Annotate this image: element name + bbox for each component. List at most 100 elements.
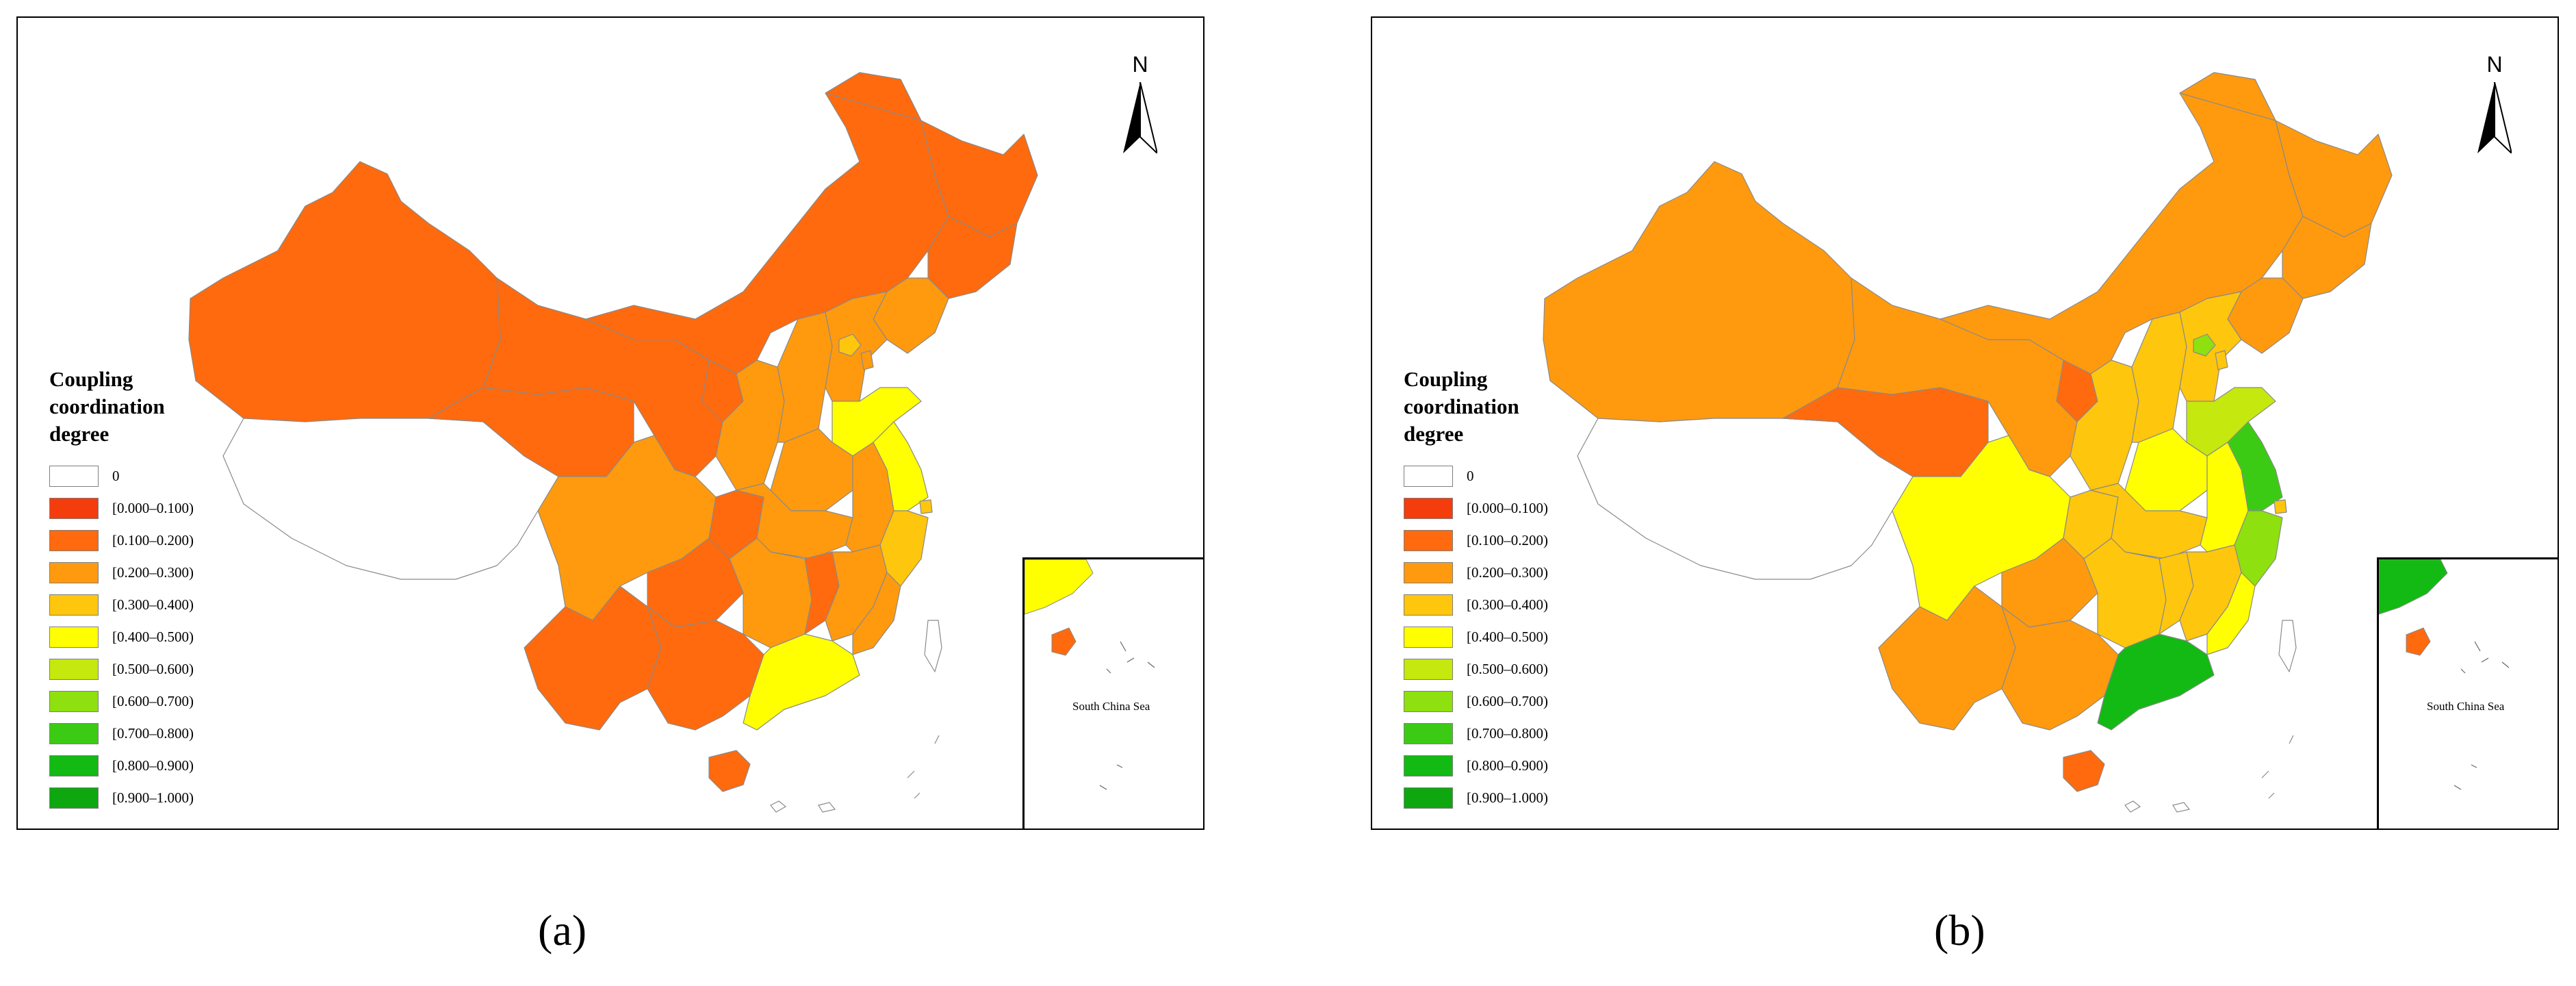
caption-b: (b): [1934, 906, 1985, 955]
legend-swatch: [49, 627, 99, 648]
region-guangdong: [743, 633, 860, 731]
legend-swatch: [1404, 562, 1453, 583]
region-heilongjiang: [2179, 72, 2393, 238]
legend-swatch: [1404, 755, 1453, 776]
legend-item: [0.600–0.700): [1404, 685, 1623, 718]
china-map: [1543, 72, 2393, 813]
inset-hainan: [2406, 627, 2431, 656]
region-guangxi: [2001, 606, 2119, 731]
legend-item: [0.500–0.600): [1404, 653, 1623, 685]
legend-swatch: [49, 723, 99, 744]
legend-item: [0.800–0.900): [1404, 750, 1623, 782]
legend-label: [0.500–0.600): [1467, 661, 1548, 677]
legend-item: [0.100–0.200): [1404, 524, 1623, 557]
map-panel-a: N Coupling coordination degree 0 [0.000–0…: [16, 16, 1205, 830]
inset-label: South China Sea: [2427, 700, 2505, 713]
region-jiangsu: [873, 421, 929, 511]
legend-swatch: [49, 691, 99, 712]
inset-label: South China Sea: [1072, 700, 1150, 713]
legend-title: Coupling coordination degree: [49, 367, 165, 446]
legend-swatch: [49, 466, 99, 487]
south-china-sea-inset: South China Sea: [1022, 557, 1203, 829]
legend-swatch: [1404, 723, 1453, 744]
legend-label: [0.200–0.300): [1467, 564, 1548, 581]
legend-swatch: [49, 562, 99, 583]
legend-item: [0.900–1.000): [49, 782, 268, 814]
north-label: N: [1132, 52, 1148, 77]
legend-item: [0.000–0.100): [1404, 492, 1623, 524]
legend-label: [0.300–0.400): [1467, 596, 1548, 613]
legend-swatch: [1404, 659, 1453, 680]
region-shanghai: [919, 499, 933, 514]
region-tibet: [222, 418, 559, 580]
legend-label: [0.600–0.700): [112, 693, 194, 709]
legend-swatch: [1404, 498, 1453, 519]
north-arrow: N: [2474, 52, 2515, 155]
region-shanxi: [2131, 312, 2187, 443]
north-label: N: [2486, 52, 2503, 77]
legend-item: [0.600–0.700): [49, 685, 268, 718]
region-fujian: [2206, 572, 2256, 655]
legend-label: [0.900–1.000): [1467, 789, 1548, 806]
region-jiangsu: [2227, 421, 2283, 511]
legend-swatch: [49, 530, 99, 551]
legend-items: 0 [0.000–0.100) [0.100–0.200) [0.200–0.300)…: [1404, 460, 1623, 814]
legend: Coupling coordination degree 0 [0.000–0.1…: [1404, 366, 1623, 814]
legend-item: [0.000–0.100): [49, 492, 268, 524]
region-shanxi: [777, 312, 833, 443]
legend-item: [0.700–0.800): [1404, 718, 1623, 750]
region-fujian: [852, 572, 901, 655]
south-china-sea-inset: South China Sea: [2377, 557, 2558, 829]
legend-item: [0.300–0.400): [49, 589, 268, 621]
legend-swatch: [1404, 787, 1453, 809]
legend-item: [0.700–0.800): [49, 718, 268, 750]
legend-label: 0: [1467, 468, 1474, 484]
legend: Coupling coordination degree 0 [0.000–0.1…: [49, 366, 268, 814]
legend-swatch: [1404, 691, 1453, 712]
inset-coast-guangdong: [1025, 559, 1094, 615]
region-taiwan: [924, 620, 942, 672]
map-panel-b: N Coupling coordination degree 0 [0.000–0…: [1371, 16, 2559, 830]
region-taiwan: [2278, 620, 2297, 672]
legend-item: [0.300–0.400): [1404, 589, 1623, 621]
region-beijing: [2193, 333, 2216, 357]
legend-swatch: [1404, 466, 1453, 487]
legend-label: 0: [112, 468, 120, 484]
legend-item: 0: [1404, 460, 1623, 492]
region-beijing: [838, 333, 862, 357]
legend-swatch: [49, 498, 99, 519]
legend-label: [0.400–0.500): [112, 629, 194, 645]
legend-label: [0.800–0.900): [1467, 757, 1548, 774]
legend-items: 0 [0.000–0.100) [0.100–0.200) [0.200–0.300)…: [49, 460, 268, 814]
legend-title: Coupling coordination degree: [1404, 367, 1519, 446]
region-hainan: [2063, 750, 2105, 792]
legend-swatch: [49, 659, 99, 680]
legend-swatch: [1404, 530, 1453, 551]
legend-item: [0.200–0.300): [1404, 557, 1623, 589]
legend-label: [0.000–0.100): [1467, 500, 1548, 516]
region-shanghai: [2274, 499, 2287, 514]
caption-a: (a): [538, 906, 587, 955]
legend-item: [0.400–0.500): [1404, 621, 1623, 653]
legend-label: [0.400–0.500): [1467, 629, 1548, 645]
inset-hainan: [1051, 627, 1077, 656]
legend-item: [0.200–0.300): [49, 557, 268, 589]
region-guangdong: [2097, 633, 2215, 731]
legend-label: [0.700–0.800): [1467, 725, 1548, 742]
region-tianjin: [860, 350, 874, 370]
legend-label: [0.700–0.800): [112, 725, 194, 742]
legend-label: [0.000–0.100): [112, 500, 194, 516]
region-hainan: [708, 750, 751, 792]
legend-label: [0.600–0.700): [1467, 693, 1548, 709]
legend-swatch: [49, 755, 99, 776]
legend-label: [0.100–0.200): [112, 532, 194, 548]
legend-item: 0: [49, 460, 268, 492]
legend-swatch: [1404, 594, 1453, 616]
legend-item: [0.400–0.500): [49, 621, 268, 653]
legend-item: [0.100–0.200): [49, 524, 268, 557]
region-guangxi: [647, 606, 764, 731]
legend-label: [0.100–0.200): [1467, 532, 1548, 548]
region-yunnan: [1878, 585, 2016, 731]
region-tianjin: [2215, 350, 2228, 370]
inset-coast-guangdong: [2379, 559, 2448, 615]
